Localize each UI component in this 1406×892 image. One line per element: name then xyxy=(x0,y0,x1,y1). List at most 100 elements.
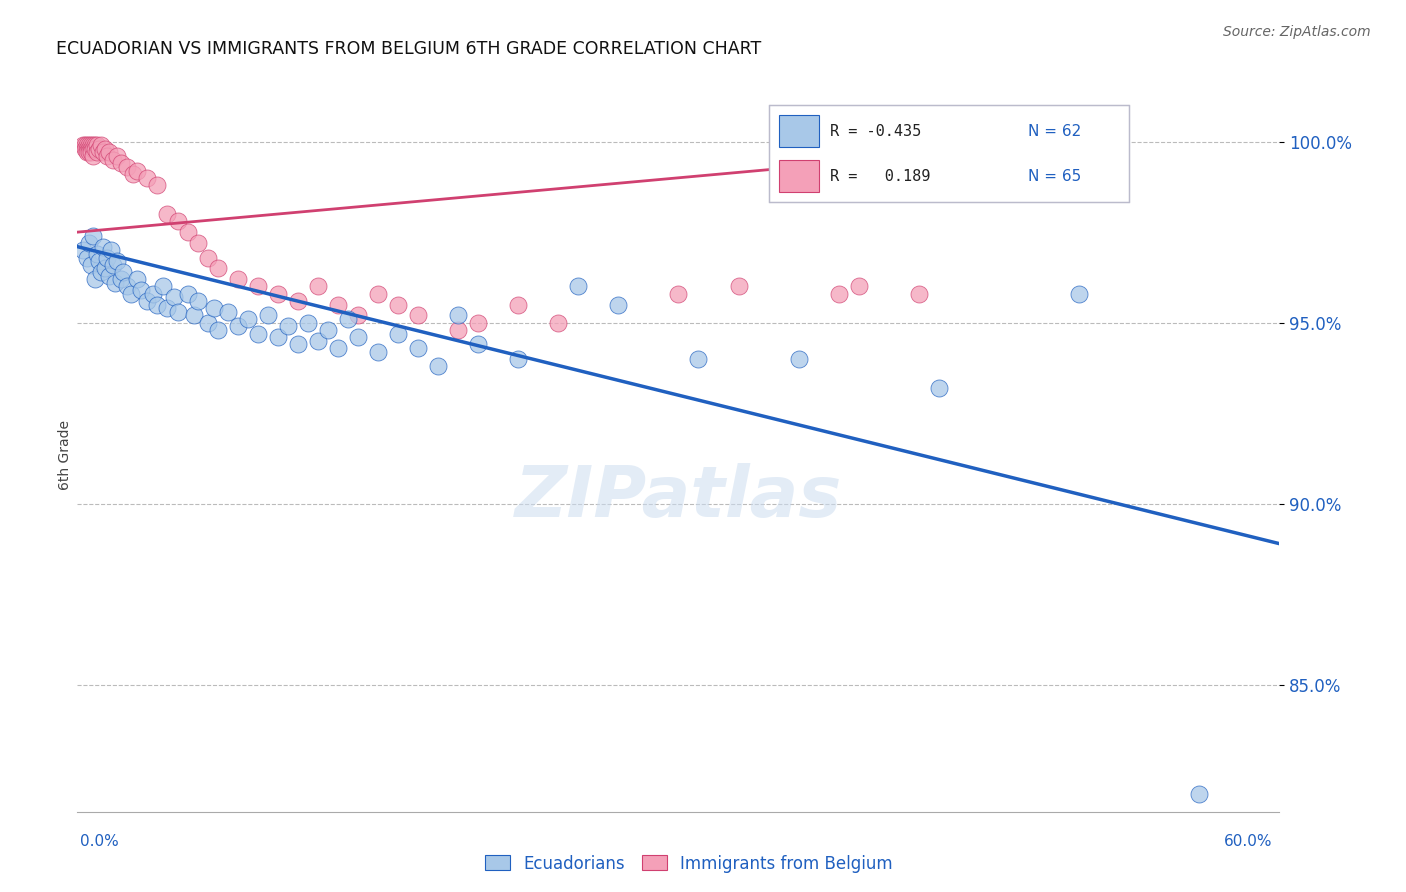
Point xyxy=(197,316,219,330)
Point xyxy=(186,235,209,250)
Point xyxy=(103,258,125,272)
Point xyxy=(183,309,205,323)
Point xyxy=(988,138,1011,153)
Text: ZIPatlas: ZIPatlas xyxy=(515,463,842,533)
Point xyxy=(93,239,115,253)
Point xyxy=(347,309,370,323)
Point xyxy=(84,272,107,286)
Point xyxy=(166,214,188,228)
Point xyxy=(508,351,530,366)
Point xyxy=(668,286,690,301)
Point xyxy=(90,265,112,279)
Point xyxy=(110,272,132,286)
Point xyxy=(80,142,103,156)
Point xyxy=(207,323,229,337)
Point xyxy=(166,305,188,319)
Point xyxy=(246,326,269,341)
Point xyxy=(86,145,108,160)
Point xyxy=(156,207,179,221)
Point xyxy=(928,381,950,395)
Point xyxy=(326,297,349,311)
Point xyxy=(508,297,530,311)
Point xyxy=(98,145,121,160)
Point xyxy=(287,293,309,308)
Point xyxy=(152,279,174,293)
Point xyxy=(607,297,630,311)
Point xyxy=(122,167,145,181)
Point xyxy=(72,244,94,258)
Point xyxy=(93,145,115,160)
Point xyxy=(1008,138,1031,153)
Text: ECUADORIAN VS IMMIGRANTS FROM BELGIUM 6TH GRADE CORRELATION CHART: ECUADORIAN VS IMMIGRANTS FROM BELGIUM 6T… xyxy=(56,40,762,58)
Point xyxy=(547,316,569,330)
Point xyxy=(787,351,810,366)
Point xyxy=(467,337,489,351)
Point xyxy=(104,276,127,290)
Point xyxy=(82,142,104,156)
Point xyxy=(127,163,149,178)
Point xyxy=(76,142,98,156)
Point xyxy=(79,138,101,153)
Point xyxy=(75,142,97,156)
Point xyxy=(367,286,389,301)
Point xyxy=(1069,286,1091,301)
Point xyxy=(89,142,111,156)
Point xyxy=(197,251,219,265)
Point xyxy=(226,319,249,334)
Text: Source: ZipAtlas.com: Source: ZipAtlas.com xyxy=(1223,25,1371,39)
Point xyxy=(1028,138,1050,153)
Point xyxy=(336,312,359,326)
Point xyxy=(117,160,139,174)
Point xyxy=(316,323,339,337)
Point xyxy=(86,138,108,153)
Point xyxy=(76,138,98,153)
Point xyxy=(79,145,101,160)
Point xyxy=(79,142,101,156)
Point xyxy=(86,247,108,261)
Point xyxy=(207,261,229,276)
Point xyxy=(277,319,299,334)
Point xyxy=(120,286,142,301)
Point xyxy=(76,145,98,160)
Point xyxy=(297,316,319,330)
Point xyxy=(307,279,329,293)
Point xyxy=(848,279,870,293)
Point xyxy=(146,297,169,311)
Point xyxy=(387,297,409,311)
Point xyxy=(387,326,409,341)
Point xyxy=(75,138,97,153)
Point xyxy=(1018,142,1040,156)
Point xyxy=(94,142,117,156)
Point xyxy=(110,156,132,170)
Point xyxy=(217,305,239,319)
Point xyxy=(226,272,249,286)
Point xyxy=(688,351,710,366)
Point xyxy=(80,258,103,272)
Point xyxy=(367,344,389,359)
Point xyxy=(82,138,104,153)
Text: 60.0%: 60.0% xyxy=(1225,834,1272,849)
Point xyxy=(103,153,125,167)
Point xyxy=(84,142,107,156)
Point xyxy=(256,309,278,323)
Point xyxy=(84,138,107,153)
Point xyxy=(908,286,931,301)
Point xyxy=(80,145,103,160)
Point xyxy=(136,170,159,185)
Point xyxy=(136,293,159,308)
Legend: Ecuadorians, Immigrants from Belgium: Ecuadorians, Immigrants from Belgium xyxy=(478,848,900,880)
Point xyxy=(90,138,112,153)
Point xyxy=(100,244,122,258)
Point xyxy=(427,359,450,374)
Point xyxy=(447,323,470,337)
Point xyxy=(98,268,121,283)
Point xyxy=(828,286,851,301)
Point xyxy=(76,251,98,265)
Y-axis label: 6th Grade: 6th Grade xyxy=(58,420,72,490)
Point xyxy=(142,286,165,301)
Point xyxy=(131,283,153,297)
Point xyxy=(79,235,101,250)
Point xyxy=(162,290,184,304)
Point xyxy=(96,149,118,163)
Point xyxy=(186,293,209,308)
